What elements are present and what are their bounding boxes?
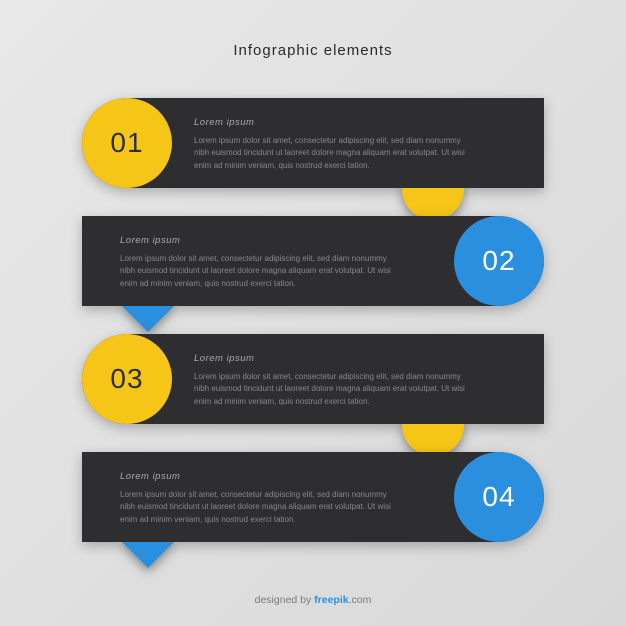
- banner-text: Lorem ipsum Lorem ipsum dolor sit amet, …: [194, 116, 474, 172]
- banner-02: 02 Lorem ipsum Lorem ipsum dolor sit ame…: [82, 216, 544, 306]
- banner-01: 01 Lorem ipsum Lorem ipsum dolor sit ame…: [82, 98, 544, 188]
- banner-heading: Lorem ipsum: [120, 470, 400, 485]
- banner-03: 03 Lorem ipsum Lorem ipsum dolor sit ame…: [82, 334, 544, 424]
- number-circle: 04: [454, 452, 544, 542]
- triangle-icon: [120, 304, 176, 332]
- banner-body-text: Lorem ipsum dolor sit amet, consectetur …: [194, 371, 474, 408]
- banner-body-text: Lorem ipsum dolor sit amet, consectetur …: [120, 489, 400, 526]
- page-title: Infographic elements: [0, 42, 626, 59]
- banner-body-text: Lorem ipsum dolor sit amet, consectetur …: [120, 253, 400, 290]
- credit-suffix: .com: [349, 594, 372, 606]
- triangle-icon: [120, 540, 176, 568]
- number-circle: 02: [454, 216, 544, 306]
- banner-body-text: Lorem ipsum dolor sit amet, consectetur …: [194, 135, 474, 172]
- number-circle: 01: [82, 98, 172, 188]
- banner-text: Lorem ipsum Lorem ipsum dolor sit amet, …: [194, 352, 474, 408]
- banner-heading: Lorem ipsum: [194, 352, 474, 367]
- banner-text: Lorem ipsum Lorem ipsum dolor sit amet, …: [120, 470, 400, 526]
- number-circle: 03: [82, 334, 172, 424]
- banner-list: 01 Lorem ipsum Lorem ipsum dolor sit ame…: [82, 98, 544, 570]
- banner-heading: Lorem ipsum: [120, 234, 400, 249]
- credit-brand: freepik: [314, 594, 348, 606]
- banner-text: Lorem ipsum Lorem ipsum dolor sit amet, …: [120, 234, 400, 290]
- credit-line: designed by freepik.com: [0, 594, 626, 606]
- banner-04: 04 Lorem ipsum Lorem ipsum dolor sit ame…: [82, 452, 544, 542]
- banner-heading: Lorem ipsum: [194, 116, 474, 131]
- credit-prefix: designed by: [255, 594, 315, 606]
